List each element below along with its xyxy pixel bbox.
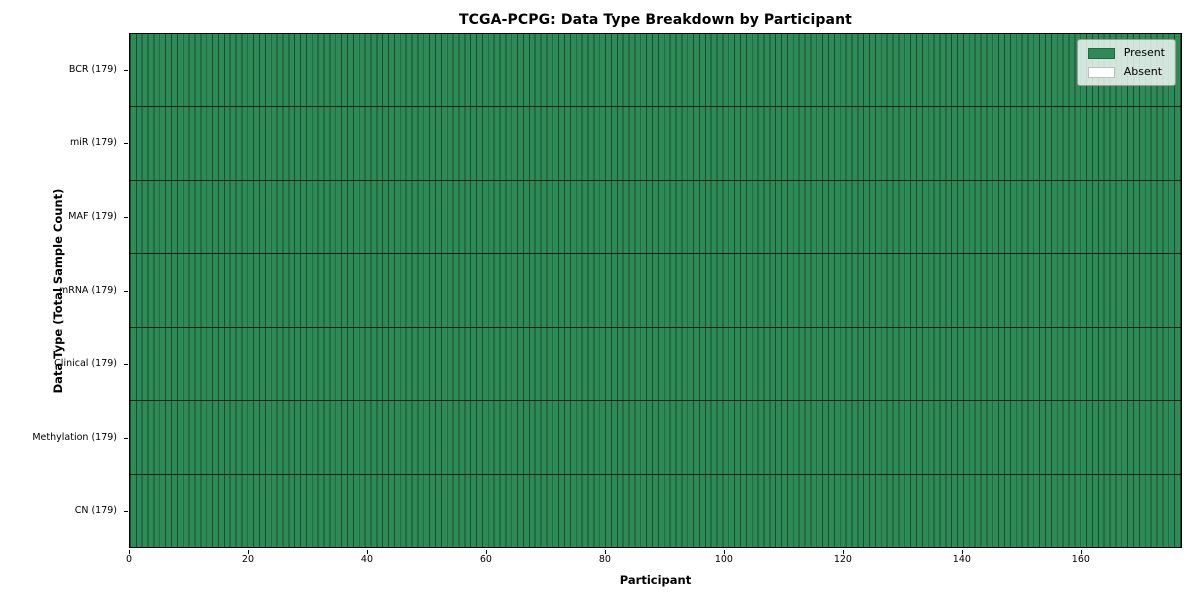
chart-title: TCGA-PCPG: Data Type Breakdown by Partic… <box>459 12 852 28</box>
y-tick-mark <box>124 437 128 439</box>
legend: Present Absent <box>1076 39 1176 86</box>
x-tick-mark <box>723 549 725 554</box>
x-tick-label: 20 <box>241 554 255 565</box>
heatmap-row-MAF <box>130 179 1181 254</box>
heatmap-row-miR <box>130 106 1181 180</box>
heatmap-row-CN <box>130 473 1181 547</box>
heatmap-row-BCR <box>130 34 1181 107</box>
heatmap-row-Clinical <box>130 326 1181 401</box>
x-tick-label: 40 <box>360 554 373 565</box>
x-axis-title: Participant <box>619 573 692 587</box>
y-tick-mark <box>124 216 128 218</box>
x-tick-mark <box>247 549 249 554</box>
legend-present-swatch-icon <box>1087 47 1115 59</box>
y-tick-label: miR (179) <box>69 137 117 149</box>
x-tick-label: 140 <box>952 554 971 565</box>
y-tick-mark <box>124 290 128 292</box>
legend-absent-swatch-icon <box>1087 66 1115 78</box>
legend-label: Absent <box>1123 65 1163 78</box>
x-tick-mark <box>961 549 963 554</box>
y-tick-label: Methylation (179) <box>32 431 117 443</box>
x-tick-mark <box>366 549 368 554</box>
heatmap-row-Methylation <box>130 400 1181 474</box>
x-tick-label: 160 <box>1071 554 1090 565</box>
y-tick-label: CN (179) <box>74 505 117 517</box>
x-tick-label: 60 <box>479 554 492 565</box>
x-tick-mark <box>129 549 130 554</box>
heatmap-row-mRNA <box>130 253 1181 327</box>
x-tick-mark <box>485 549 487 554</box>
x-tick-label: 0 <box>125 554 133 565</box>
legend-item-absent: Absent <box>1087 65 1165 78</box>
y-tick-label: Clinical (179) <box>54 358 117 370</box>
legend-label: Present <box>1123 46 1165 59</box>
x-tick-label: 100 <box>714 554 733 565</box>
y-tick-label: MAF (179) <box>68 210 117 222</box>
x-tick-label: 80 <box>598 554 611 565</box>
x-tick-label: 120 <box>833 554 852 565</box>
y-tick-label: mRNA (179) <box>58 284 117 296</box>
y-tick-mark <box>124 511 128 513</box>
y-tick-mark <box>124 69 128 71</box>
legend-item-present: Present <box>1087 46 1165 59</box>
x-tick-mark <box>842 549 844 554</box>
x-tick-mark <box>1080 549 1082 554</box>
y-tick-mark <box>124 143 128 145</box>
y-tick-label: BCR (179) <box>68 63 117 75</box>
x-tick-mark <box>604 549 606 554</box>
plot-area: Present Absent <box>129 33 1182 548</box>
y-tick-mark <box>124 364 128 366</box>
